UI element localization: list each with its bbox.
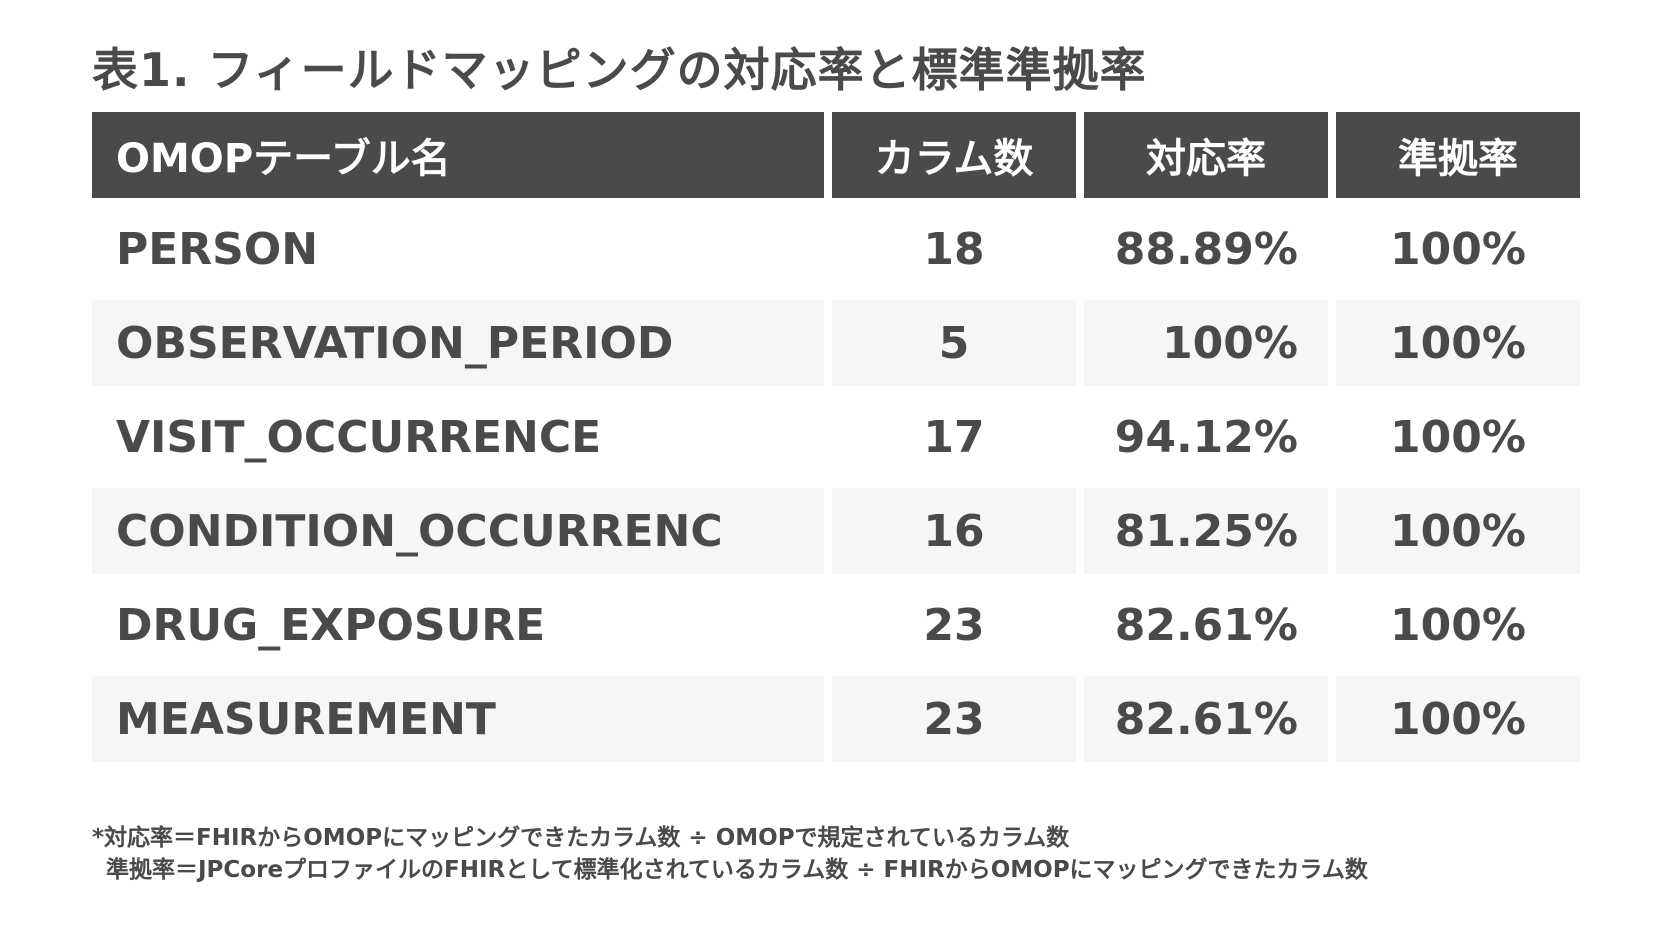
table-row: VISIT_OCCURRENCE 17 94.12% 100% bbox=[92, 394, 1580, 480]
cell-table-name: MEASUREMENT bbox=[92, 676, 824, 762]
cell-table-name: CONDITION_OCCURRENC bbox=[92, 488, 824, 574]
cell-column-count: 5 bbox=[832, 300, 1076, 386]
cell-coverage-rate: 82.61% bbox=[1084, 676, 1328, 762]
cell-coverage-rate: 81.25% bbox=[1084, 488, 1328, 574]
table-row: MEASUREMENT 23 82.61% 100% bbox=[92, 676, 1580, 762]
cell-table-name: OBSERVATION_PERIOD bbox=[92, 300, 824, 386]
footnote-compliance-definition: 準拠率＝JPCoreプロファイルのFHIRとして標準化されているカラム数 ÷ F… bbox=[106, 857, 1368, 883]
header-table-name: OMOPテーブル名 bbox=[92, 112, 824, 198]
header-coverage-rate: 対応率 bbox=[1084, 112, 1328, 198]
table-header-row: OMOPテーブル名 カラム数 対応率 準拠率 bbox=[92, 112, 1580, 198]
cell-coverage-rate: 94.12% bbox=[1114, 411, 1298, 463]
header-compliance-rate: 準拠率 bbox=[1336, 112, 1580, 198]
cell-compliance-rate: 100% bbox=[1390, 223, 1526, 275]
footnote: *対応率＝FHIRからOMOPにマッピングできたカラム数 ÷ OMOPで規定され… bbox=[92, 822, 1368, 886]
cell-column-count: 18 bbox=[923, 223, 985, 275]
mapping-table: OMOPテーブル名 カラム数 対応率 準拠率 PERSON 18 88.89% … bbox=[92, 112, 1580, 770]
header-column-count: カラム数 bbox=[832, 112, 1076, 198]
cell-compliance-rate: 100% bbox=[1336, 488, 1580, 574]
cell-compliance-rate: 100% bbox=[1336, 300, 1580, 386]
cell-compliance-rate: 100% bbox=[1390, 599, 1526, 651]
cell-coverage-rate: 100% bbox=[1084, 300, 1328, 386]
table-row: DRUG_EXPOSURE 23 82.61% 100% bbox=[92, 582, 1580, 668]
cell-column-count: 17 bbox=[923, 411, 985, 463]
footnote-coverage-definition: *対応率＝FHIRからOMOPにマッピングできたカラム数 ÷ OMOPで規定され… bbox=[92, 825, 1070, 851]
cell-compliance-rate: 100% bbox=[1336, 676, 1580, 762]
cell-table-name: PERSON bbox=[116, 223, 319, 275]
table-row: OBSERVATION_PERIOD 5 100% 100% bbox=[92, 300, 1580, 386]
cell-coverage-rate: 82.61% bbox=[1114, 599, 1298, 651]
table-row: PERSON 18 88.89% 100% bbox=[92, 206, 1580, 292]
cell-column-count: 16 bbox=[832, 488, 1076, 574]
cell-compliance-rate: 100% bbox=[1390, 411, 1526, 463]
table-title: 表1. フィールドマッピングの対応率と標準準拠率 bbox=[92, 43, 1147, 97]
cell-table-name: VISIT_OCCURRENCE bbox=[116, 411, 602, 463]
cell-column-count: 23 bbox=[832, 676, 1076, 762]
cell-column-count: 23 bbox=[923, 599, 985, 651]
cell-table-name: DRUG_EXPOSURE bbox=[116, 599, 546, 651]
cell-coverage-rate: 88.89% bbox=[1114, 223, 1298, 275]
table-row: CONDITION_OCCURRENC 16 81.25% 100% bbox=[92, 488, 1580, 574]
